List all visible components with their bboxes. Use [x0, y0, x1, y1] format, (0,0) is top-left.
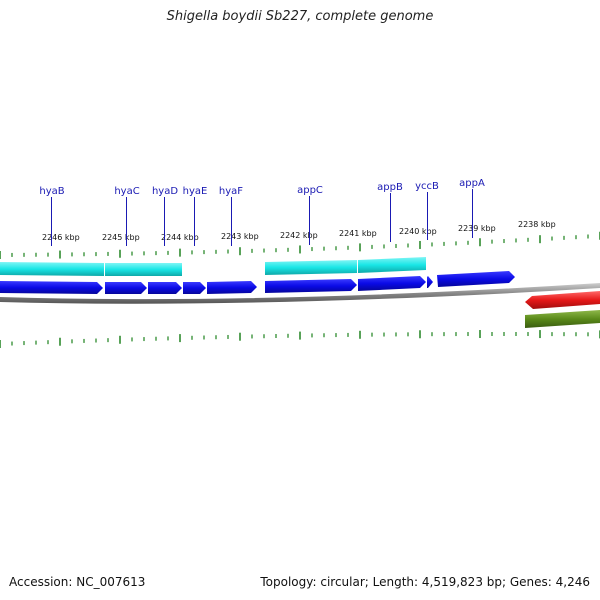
gene-label-hyaE: hyaE	[183, 186, 208, 197]
cds-arrow-hyaC	[105, 282, 147, 294]
gene-label-hyaB: hyaB	[39, 186, 64, 197]
cds-arrow-hyaF	[207, 281, 257, 294]
cds-arrow-hyaE	[183, 282, 206, 294]
cds-arrow-yccB	[427, 276, 433, 288]
gene-label-hyaC: hyaC	[114, 186, 139, 197]
tick-label: 2242 kbp	[280, 231, 318, 240]
tick-label: 2245 kbp	[102, 233, 140, 242]
feature-bar-green	[525, 310, 600, 328]
tick-label: 2240 kbp	[399, 227, 437, 236]
tick-label: 2244 kbp	[161, 233, 199, 242]
feature-track-cyan	[0, 257, 426, 276]
tick-labels: 2246 kbp 2245 kbp 2244 kbp 2243 kbp 2242…	[42, 220, 556, 242]
genome-summary-text: Topology: circular; Length: 4,519,823 bp…	[260, 575, 590, 589]
tick-label: 2238 kbp	[518, 220, 556, 229]
accession-text: Accession: NC_007613	[9, 575, 146, 589]
cds-arrow-hyaB	[0, 281, 103, 294]
cds-arrow-appA	[437, 271, 515, 287]
gene-label-yccB: yccB	[415, 181, 439, 192]
feature-cyan-4	[358, 257, 426, 273]
feature-cyan-2	[105, 263, 182, 276]
gene-label-appC: appC	[297, 185, 323, 196]
gene-leaders	[51, 189, 473, 246]
tick-ring-inner	[0, 330, 600, 348]
tick-label: 2241 kbp	[339, 229, 377, 238]
feature-cyan-3	[265, 260, 357, 275]
gene-labels: hyaB hyaC hyaD hyaE hyaF appC appB yccB …	[39, 178, 485, 197]
feature-arrow-red	[525, 291, 600, 309]
cds-arrow-hyaD	[148, 282, 182, 294]
feature-cyan-1	[0, 262, 104, 276]
gene-label-appA: appA	[459, 178, 485, 189]
tick-ring-outer	[0, 231, 600, 259]
genome-backbone	[0, 283, 600, 304]
gene-label-hyaD: hyaD	[152, 186, 178, 197]
map-title: Shigella boydii Sb227, complete genome	[166, 9, 434, 24]
tick-label: 2246 kbp	[42, 233, 80, 242]
cds-track-forward	[0, 271, 515, 294]
cds-arrow-appC	[265, 279, 357, 293]
tick-label: 2239 kbp	[458, 224, 496, 233]
gene-label-hyaF: hyaF	[219, 186, 243, 197]
tick-label: 2243 kbp	[221, 232, 259, 241]
cds-arrow-appB	[358, 276, 426, 291]
gene-label-appB: appB	[377, 182, 403, 193]
